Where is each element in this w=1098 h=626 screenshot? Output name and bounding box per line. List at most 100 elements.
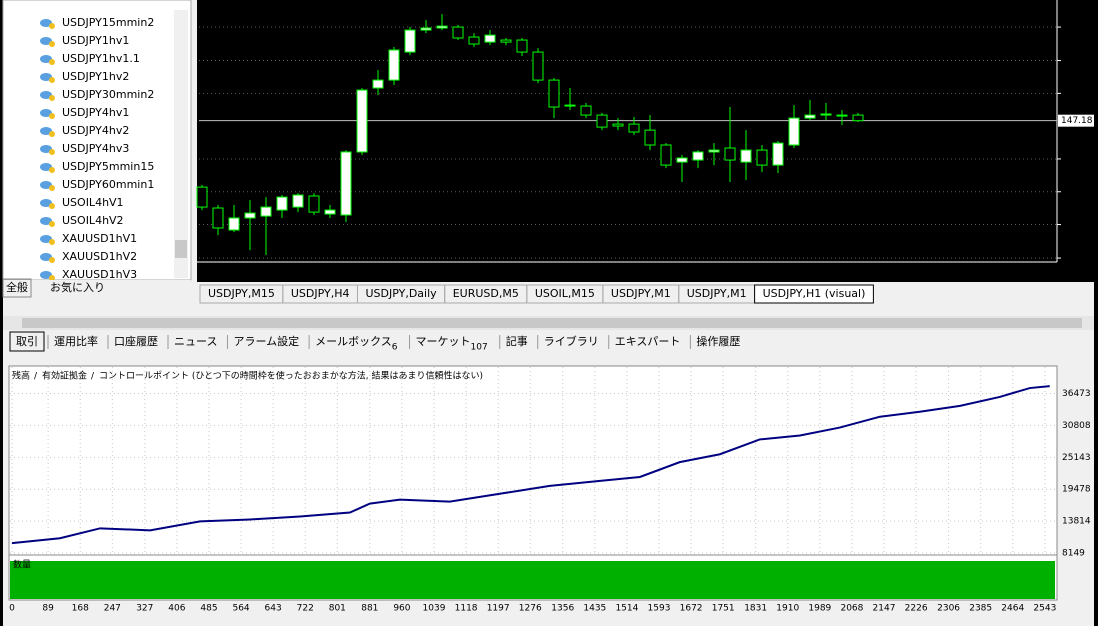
candle-body	[260, 206, 272, 217]
navigator-item[interactable]: XAUUSD1hV2	[62, 250, 137, 263]
navigator-item[interactable]: USDJPY1hv2	[62, 70, 129, 83]
x-tick-label: 14 Aug 18:00	[391, 267, 452, 277]
chart-tab[interactable]: USOIL,M15	[535, 287, 595, 300]
chart-tab-frame[interactable]	[754, 284, 874, 304]
x-tick-label: 1039	[423, 604, 446, 614]
navigator-item[interactable]: USOIL4hV1	[62, 196, 124, 209]
terminal-tab[interactable]: ライブラリ	[544, 334, 599, 348]
x-tick-label: 15 Aug 14:00	[711, 267, 772, 277]
y-tick-label: 13814	[1062, 517, 1091, 527]
navigator-item[interactable]: USDJPY30mmin2	[62, 88, 154, 101]
item-icon-dot	[49, 221, 55, 227]
x-tick-label: 1989	[808, 604, 831, 614]
tab-badge: 107	[471, 343, 488, 353]
candle-body	[292, 194, 304, 208]
x-tick-label: 168	[72, 604, 89, 614]
terminal-tab[interactable]: アラーム設定	[233, 334, 299, 348]
terminal-tab[interactable]: 運用比率	[54, 334, 98, 348]
item-icon-dot	[49, 257, 55, 263]
terminal-tab[interactable]: エキスパート	[615, 335, 681, 348]
x-tick-label: 2068	[840, 604, 863, 614]
legend-sep: /	[91, 372, 95, 382]
y-tick-label: 147.380	[1063, 89, 1098, 99]
x-tick-label: 1910	[776, 604, 799, 614]
chart-tab[interactable]: USDJPY,M1	[611, 287, 671, 300]
item-icon-dot	[49, 95, 55, 101]
x-tick-label: 2464	[1001, 604, 1024, 614]
x-tick-label: 2147	[873, 604, 896, 614]
candle-body	[196, 186, 208, 208]
item-icon	[40, 217, 52, 225]
x-tick-label: 1356	[551, 604, 574, 614]
candle-body	[308, 195, 320, 213]
x-tick-label: 485	[200, 604, 217, 614]
y-tick-label: 147.865	[1063, 23, 1098, 33]
candle-body	[228, 217, 240, 231]
candle-body	[324, 209, 336, 215]
navigator-item[interactable]: USDJPY60mmin1	[62, 178, 154, 191]
navigator-item[interactable]: USDJPY4hv1	[62, 106, 129, 119]
navigator-item[interactable]: USDJPY15mmin2	[62, 16, 154, 29]
candle-body	[852, 114, 864, 122]
terminal-tab[interactable]: マーケット	[416, 335, 471, 348]
x-tick-label: 1197	[487, 604, 510, 614]
candle-body	[804, 114, 816, 119]
volume-area	[10, 561, 1055, 599]
navigator-item[interactable]: USDJPY5mmin15	[62, 160, 154, 173]
navigator-item[interactable]: USOIL4hV2	[62, 214, 124, 227]
chart-tab[interactable]: USDJPY,M1	[687, 287, 747, 300]
navigator-item[interactable]: XAUUSD1hV1	[62, 232, 137, 245]
x-tick-label: 0	[9, 604, 15, 614]
x-tick-label: 15 Aug 02:00	[519, 267, 580, 277]
candle-body	[740, 149, 752, 163]
candle-body	[420, 27, 432, 31]
candle-body	[644, 129, 656, 146]
item-icon-dot	[49, 149, 55, 155]
candle-body	[276, 196, 288, 211]
candle-body	[836, 114, 848, 117]
chart-tab[interactable]: USDJPY,Daily	[365, 287, 437, 300]
item-icon-dot	[49, 113, 55, 119]
scroll-thumb[interactable]	[175, 240, 187, 258]
h-scroll-thumb[interactable]	[22, 318, 1082, 328]
candle-body	[708, 149, 720, 153]
x-tick-label: 2385	[969, 604, 992, 614]
navigator-item[interactable]: XAUUSD1hV3	[62, 268, 137, 281]
item-icon-dot	[49, 59, 55, 65]
item-icon-dot	[49, 239, 55, 245]
chart-tab[interactable]: USDJPY,H1 (visual)	[763, 287, 866, 300]
navigator-item[interactable]: USDJPY1hv1.1	[62, 52, 140, 65]
navigator-item[interactable]: USDJPY4hv3	[62, 142, 129, 155]
item-icon	[40, 163, 52, 171]
navigator-tab[interactable]: 全般	[6, 280, 28, 294]
chart-tab[interactable]: EURUSD,M5	[453, 287, 519, 300]
terminal-tab[interactable]: ニュース	[174, 335, 217, 348]
terminal-tab[interactable]: 取引	[16, 334, 38, 348]
candle-body	[788, 117, 800, 146]
item-icon	[40, 199, 52, 207]
x-tick-label: 722	[297, 604, 314, 614]
terminal-tab[interactable]: メールボックス	[315, 335, 392, 348]
x-tick-label: 15 Aug 06:00	[583, 267, 644, 277]
navigator-panel	[2, 0, 192, 281]
navigator-item[interactable]: USDJPY4hv2	[62, 124, 129, 137]
item-icon	[40, 19, 52, 27]
chart-tab[interactable]: USDJPY,H4	[291, 287, 350, 300]
navigator-tab[interactable]: お気に入り	[50, 280, 105, 294]
x-tick-label: 15 Aug 22:00	[839, 267, 900, 277]
navigator-item[interactable]: USDJPY1hv1	[62, 34, 129, 47]
candle-body	[516, 39, 528, 53]
x-tick-label: 247	[104, 604, 121, 614]
navigator-scrollbar[interactable]	[174, 10, 188, 278]
terminal-tab[interactable]: 記事	[506, 334, 528, 348]
terminal-tab[interactable]: 口座履歴	[114, 334, 158, 348]
candle-body	[484, 34, 496, 43]
x-tick-label: 1276	[519, 604, 542, 614]
item-icon	[40, 37, 52, 45]
terminal-tab[interactable]: 操作履歴	[696, 334, 740, 348]
chart-tab[interactable]: USDJPY,M15	[208, 287, 275, 300]
x-tick-label: 2226	[905, 604, 928, 614]
tab-badge: 6	[392, 343, 398, 353]
candle-body	[692, 151, 704, 161]
